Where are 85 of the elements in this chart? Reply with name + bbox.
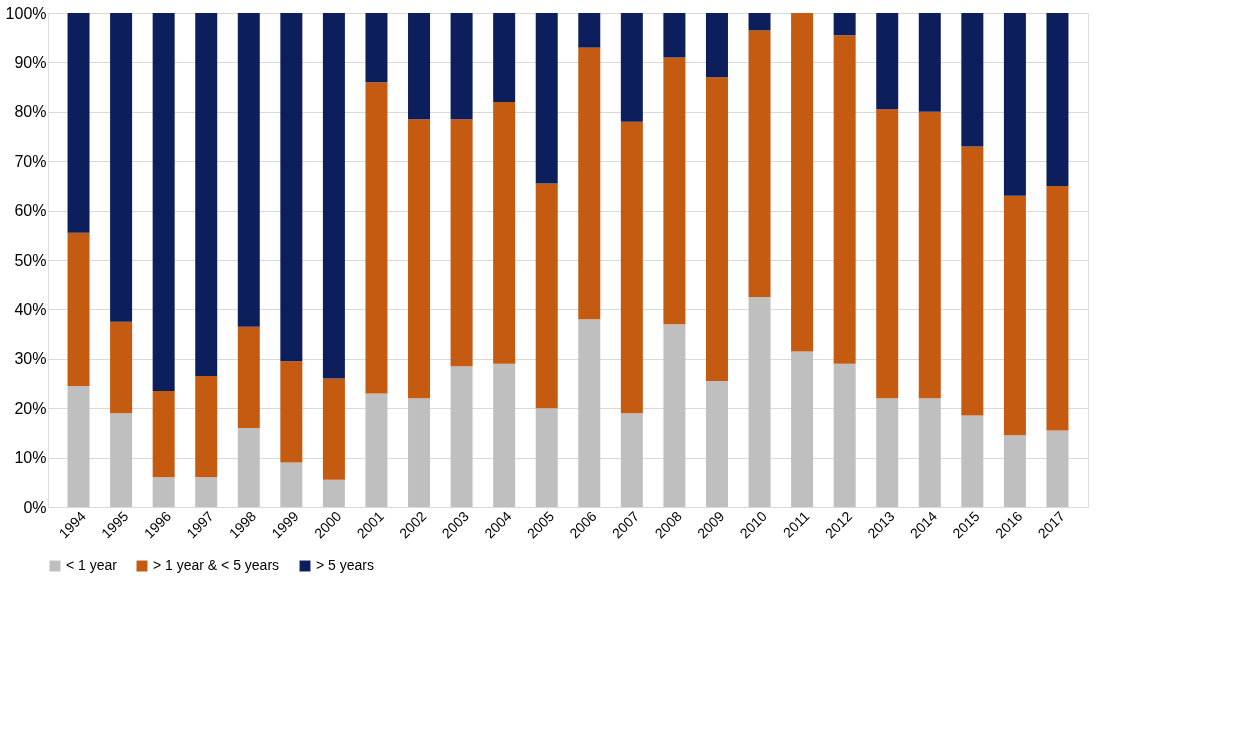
bar <box>408 13 431 120</box>
bar <box>493 363 516 507</box>
bar <box>578 47 601 320</box>
bar <box>1046 185 1069 431</box>
bar <box>961 415 984 507</box>
bar <box>365 13 388 83</box>
bar <box>67 13 90 233</box>
bar <box>1003 435 1026 507</box>
bar <box>535 408 558 507</box>
bar <box>1003 195 1026 436</box>
bar <box>535 13 558 184</box>
bar <box>110 321 133 414</box>
bar <box>663 57 686 325</box>
bar <box>876 109 899 399</box>
bar <box>961 146 984 416</box>
y-tick-label: 100% <box>5 4 47 22</box>
bar <box>705 13 728 78</box>
bar <box>705 77 728 382</box>
bar <box>748 13 771 31</box>
bar <box>876 13 899 110</box>
bar <box>237 427 260 507</box>
bar <box>620 13 643 122</box>
bar <box>110 413 133 507</box>
y-tick-label: 10% <box>14 449 47 467</box>
bar <box>322 13 345 379</box>
legend-label: > 1 year & < 5 years <box>153 557 280 573</box>
bar <box>365 393 388 507</box>
bar <box>450 13 473 120</box>
bar <box>791 351 814 507</box>
bar <box>833 13 856 36</box>
bar <box>705 381 728 507</box>
bar <box>280 361 303 463</box>
y-tick-label: 80% <box>14 103 47 121</box>
bar <box>67 385 90 507</box>
legend-label: > 5 years <box>316 557 374 573</box>
bar <box>961 13 984 147</box>
bar <box>237 326 260 428</box>
bar <box>493 13 516 102</box>
bar <box>493 101 516 364</box>
bar <box>1046 13 1069 186</box>
bar <box>876 398 899 507</box>
bar <box>791 13 814 352</box>
bar <box>1046 430 1069 507</box>
y-tick-label: 30% <box>14 350 47 368</box>
bar <box>620 413 643 507</box>
bar <box>450 119 473 367</box>
bar <box>663 324 686 507</box>
bar <box>195 376 218 478</box>
y-tick-label: 60% <box>14 202 47 220</box>
bar <box>578 319 601 507</box>
bar <box>918 398 941 507</box>
bar <box>237 13 260 327</box>
bar <box>195 13 218 377</box>
bar <box>408 119 431 399</box>
bar <box>195 477 218 507</box>
bar <box>67 232 90 386</box>
bar <box>322 479 345 507</box>
bar <box>578 13 601 48</box>
bar <box>748 30 771 298</box>
bar <box>450 366 473 507</box>
bar <box>152 390 175 478</box>
y-tick-label: 40% <box>14 300 47 318</box>
bar <box>152 13 175 391</box>
y-tick-label: 90% <box>14 53 47 71</box>
bar <box>918 13 941 112</box>
bar <box>408 398 431 507</box>
bar <box>365 82 388 394</box>
bar <box>280 13 303 362</box>
bar <box>535 183 558 409</box>
bar <box>322 378 345 480</box>
bar <box>110 13 133 322</box>
y-tick-label: 70% <box>14 152 47 170</box>
bar <box>663 13 686 58</box>
bar <box>620 121 643 414</box>
y-tick-label: 50% <box>14 251 47 269</box>
y-tick-label: 0% <box>23 498 47 516</box>
bar <box>152 477 175 507</box>
bar <box>280 462 303 507</box>
bar <box>918 111 941 399</box>
legend-label: < 1 year <box>66 557 118 573</box>
y-tick-label: 20% <box>14 399 47 417</box>
bar <box>833 363 856 507</box>
bar <box>748 297 771 507</box>
bar <box>833 35 856 364</box>
bar <box>1003 13 1026 196</box>
